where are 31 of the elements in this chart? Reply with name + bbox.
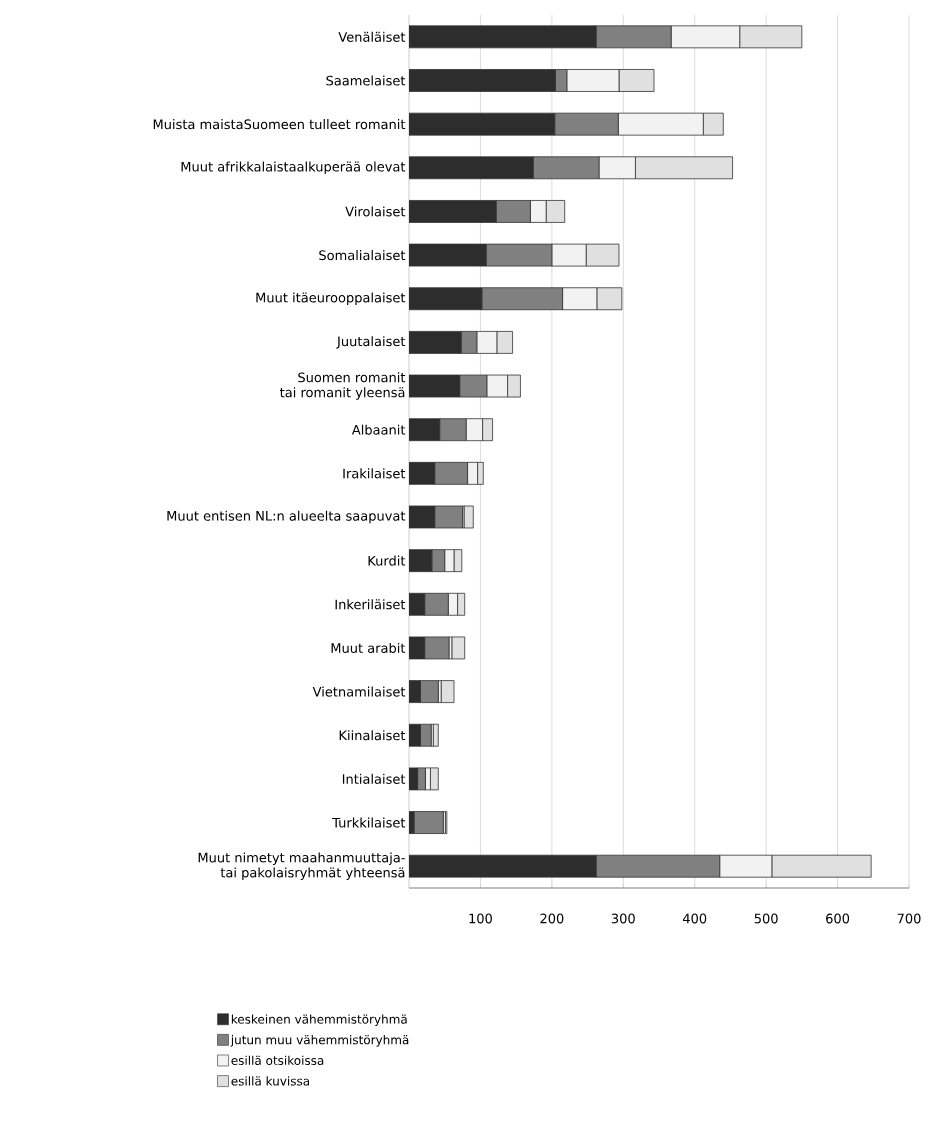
x-tick-label: 400 xyxy=(682,913,707,924)
legend-label: esillä kuvissa xyxy=(231,1076,310,1086)
y-tick-label: Muut afrikkalaistaalkuperää olevat xyxy=(181,161,406,175)
y-tick-label: Inkeriläiset xyxy=(335,599,406,610)
y-tick-label: Kiinalaiset xyxy=(339,730,406,741)
y-tick-label: Albaanit xyxy=(351,424,406,435)
y-tick-label: Somalialaiset xyxy=(319,250,406,261)
legend-label: esillä otsikoissa xyxy=(231,1055,324,1065)
y-tick-label: Irakilaiset xyxy=(343,468,406,479)
legend-label: jutun muu vähemmistöryhmä xyxy=(230,1035,409,1047)
x-tick-label: 300 xyxy=(611,913,635,924)
y-tick-label: Suomen romanit tai romanit yleensä xyxy=(280,372,406,400)
y-tick-label: Saamelaiset xyxy=(326,75,406,86)
y-tick-label: Kurdit xyxy=(368,555,406,566)
y-tick-label: Muut nimetyt maahanmuuttaja- tai pakolaisryhmät yhteensä xyxy=(198,852,405,880)
y-tick-label: Virolaiset xyxy=(345,206,406,217)
y-tick-label: Juutalaiset xyxy=(336,336,406,349)
y-tick-label: Muut itäeurooppalaiset xyxy=(256,292,406,306)
y-tick-label: Muista maistaSuomeen tulleet romanit xyxy=(153,119,406,130)
x-tick-label: 600 xyxy=(826,913,850,924)
x-tick-label: 200 xyxy=(540,913,564,924)
y-tick-label: Vietnamilaiset xyxy=(312,686,406,697)
x-tick-label: 500 xyxy=(754,913,778,924)
y-tick-label: Muut arabit xyxy=(331,642,406,653)
x-tick-label: 700 xyxy=(897,913,921,924)
y-tick-label: Turkkilaiset xyxy=(332,817,406,828)
y-tick-label: Muut entisen NL:n alueelta saapuvat xyxy=(167,510,406,524)
y-tick-label: Intialaiset xyxy=(342,773,406,784)
legend-label: keskeinen vähemmistöryhmä xyxy=(231,1014,407,1027)
y-tick-label: Venäläiset xyxy=(338,31,406,42)
x-tick-label: 100 xyxy=(469,913,492,924)
